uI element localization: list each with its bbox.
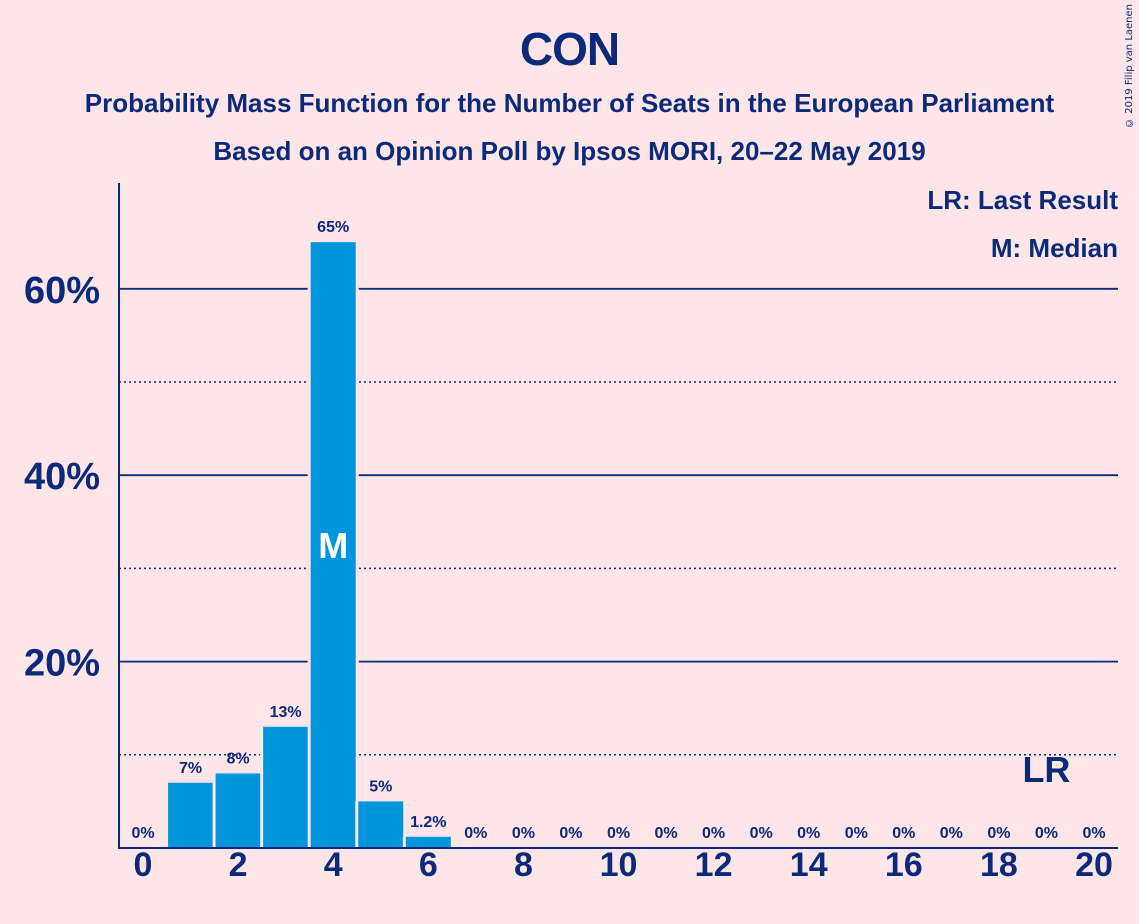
bar-value-label: 0% [607,825,630,842]
y-tick-label: 40% [24,456,100,498]
bar-value-label: 0% [940,825,963,842]
data-labels: 0% 7% 8% 13% 65% 5% 1.2% 0% 0% 0% 0% 0% 0% 0% 0% 0% 0% 0%… [131,219,1105,842]
axes: 20% 40% 60% 0 2 4 6 8 10 12 14 16 18 20 [24,183,1118,884]
y-tick-label: 20% [24,643,100,685]
bar-value-label: 0% [797,825,820,842]
legend-last-result: LR: Last Result [927,185,1118,215]
bar-value-label: 0% [1082,825,1105,842]
chart-title: CON [519,23,620,75]
bar-value-label: 0% [654,825,677,842]
bar-value-label: 0% [1035,825,1058,842]
x-tick-label: 8 [514,846,533,884]
y-tick-label: 60% [24,270,100,312]
bar-value-label: 8% [227,750,250,767]
x-tick-label: 12 [695,846,733,884]
x-tick-label: 16 [885,846,923,884]
x-tick-label: 6 [419,846,438,884]
bar [263,726,309,848]
bar-value-label: 13% [270,704,302,721]
bar-value-label: 0% [750,825,773,842]
bar [405,836,451,848]
bar-value-label: 0% [987,825,1010,842]
last-result-marker: LR [1022,749,1070,790]
chart-subtitle-2: Based on an Opinion Poll by Ipsos MORI, … [213,136,926,166]
bar-value-label: 0% [892,825,915,842]
x-tick-label: 4 [324,846,343,884]
x-tick-label: 20 [1075,846,1113,884]
bar-value-label: 0% [512,825,535,842]
bar-value-label: 65% [317,219,349,236]
bar [168,782,214,848]
median-marker: M [318,525,348,566]
bar-value-label: 5% [369,778,392,795]
x-tick-label: 0 [134,846,153,884]
x-tick-label: 2 [229,846,248,884]
bar-value-label: 0% [845,825,868,842]
bar-value-label: 0% [559,825,582,842]
bar [215,773,261,848]
gridlines [119,287,1118,756]
bar [310,242,356,848]
bar-value-label: 7% [179,760,202,777]
bar-value-label: 1.2% [410,814,446,831]
bar-value-label: 0% [464,825,487,842]
bars [165,242,454,848]
x-tick-label: 14 [790,846,828,884]
bar-value-label: 0% [702,825,725,842]
legend-median: M: Median [991,233,1118,263]
chart-subtitle: Probability Mass Function for the Number… [84,88,1055,118]
bar [358,801,404,848]
bar-value-label: 0% [131,825,154,842]
x-tick-label: 18 [980,846,1018,884]
x-tick-label: 10 [600,846,638,884]
